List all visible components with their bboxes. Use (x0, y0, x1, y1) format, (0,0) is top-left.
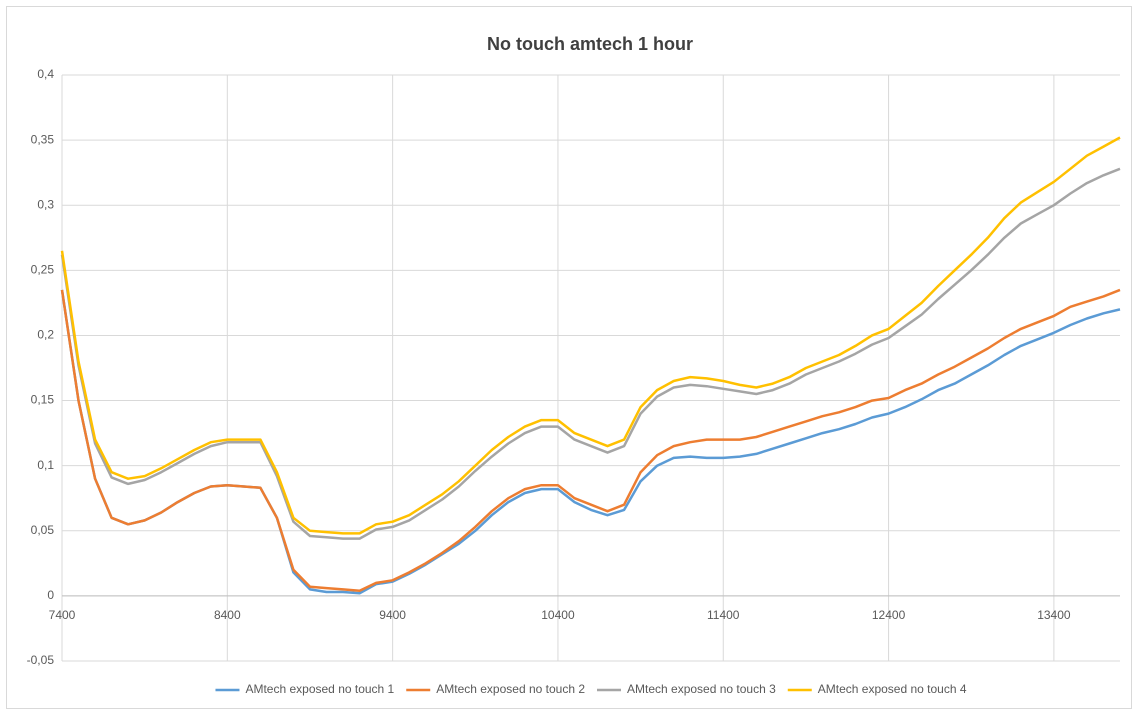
x-tick-label: 11400 (707, 608, 740, 622)
x-tick-label: 12400 (872, 608, 906, 622)
y-tick-label: 0,3 (37, 197, 54, 211)
legend-label: AMtech exposed no touch 1 (245, 682, 394, 696)
x-tick-label: 8400 (214, 608, 241, 622)
chart-title: No touch amtech 1 hour (487, 34, 693, 54)
y-tick-label: -0,05 (27, 653, 55, 667)
x-tick-label: 7400 (49, 608, 76, 622)
legend-label: AMtech exposed no touch 3 (627, 682, 776, 696)
y-tick-label: 0,4 (37, 67, 54, 81)
y-tick-label: 0,05 (31, 523, 55, 537)
x-tick-label: 13400 (1037, 608, 1071, 622)
y-tick-label: 0,1 (37, 458, 54, 472)
chart-frame (6, 6, 1132, 709)
y-tick-label: 0,15 (31, 393, 55, 407)
series-line (60, 288, 1121, 592)
x-tick-label: 10400 (541, 608, 575, 622)
x-tick-label: 9400 (379, 608, 406, 622)
y-tick-label: 0 (47, 588, 54, 602)
series-line (60, 136, 1121, 535)
series-line (60, 167, 1121, 540)
y-tick-label: 0,25 (31, 263, 55, 277)
legend-label: AMtech exposed no touch 2 (436, 682, 585, 696)
y-tick-label: 0,2 (37, 328, 54, 342)
y-tick-label: 0,35 (31, 132, 55, 146)
legend-label: AMtech exposed no touch 4 (818, 682, 967, 696)
